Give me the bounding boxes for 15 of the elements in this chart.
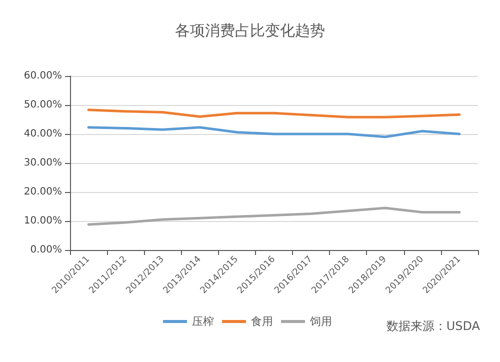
legend-label: 食用	[251, 315, 273, 328]
chart-title: 各项消费占比变化趋势	[175, 22, 325, 40]
line-series	[87, 108, 461, 118]
y-tick-label: 10.00%	[24, 216, 62, 226]
line-series	[87, 126, 461, 138]
y-tick-label: 0.00%	[30, 244, 62, 256]
y-tick-label: 30.00%	[24, 158, 62, 168]
y-tick-label: 20.00%	[24, 186, 62, 198]
line-series	[87, 206, 461, 226]
legend-label: 压榨	[192, 315, 214, 328]
y-tick-label: 60.00%	[24, 70, 62, 82]
source-note: 数据来源：USDA	[386, 319, 481, 333]
y-tick-label: 40.00%	[24, 128, 62, 140]
legend-label: 饲用	[309, 315, 332, 328]
y-tick-label: 50.00%	[24, 100, 62, 110]
